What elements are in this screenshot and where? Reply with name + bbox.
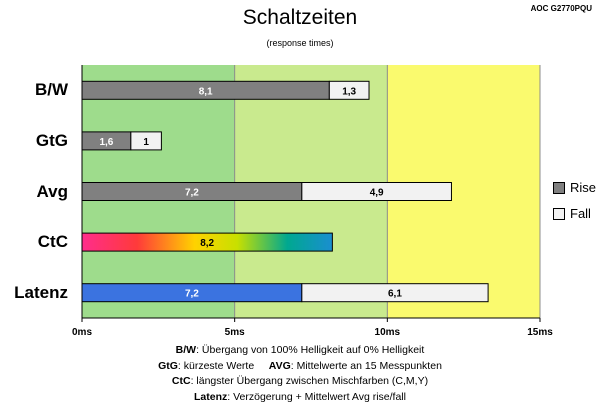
chart-title: Schaltzeiten (242, 6, 358, 29)
data-label-fall: 1,3 (342, 86, 356, 97)
footnote-bw: B/W: Übergang von 100% Helligkeit auf 0%… (175, 344, 425, 356)
data-label-fall: 1 (143, 137, 149, 148)
category-label: CtC (37, 232, 68, 252)
legend-swatch-fall (553, 207, 565, 220)
x-tick-label: 10ms (374, 327, 401, 338)
data-label-rise: 8,1 (199, 86, 213, 97)
x-tick-label: 5ms (224, 327, 245, 338)
category-label: Avg (36, 181, 69, 201)
legend-label-fall: Fall (570, 206, 591, 221)
footnote-latenz: Latenz: Verzögerung + Mittelwert Avg ris… (194, 390, 406, 403)
chart-subtitle: (response times) (266, 38, 334, 48)
legend-label-rise: Rise (570, 180, 597, 195)
x-tick-label: 0ms (71, 327, 92, 338)
bar-fall-gtg (130, 131, 162, 151)
data-label-fall: 6,1 (388, 289, 402, 300)
bar-fall-latenz (301, 283, 489, 303)
category-label: GtG (35, 130, 68, 150)
footnote-ctc: CtC: längster Übergang zwischen Mischfar… (171, 375, 429, 387)
bar-fall-avg (301, 182, 452, 201)
footnotes: B/W: Übergang von 100% Helligkeit auf 0%… (0, 343, 600, 405)
bar-fall-bw (328, 80, 370, 100)
x-tick-label: 15ms (527, 327, 553, 338)
data-label-rise: 7,2 (185, 188, 199, 199)
category-label: B/W (34, 80, 68, 100)
category-label: Latenz (14, 282, 68, 302)
data-label-rise: 8,2 (200, 238, 214, 249)
footnote-gtg-avg: GtG: kürzeste Werte AVG: Mittelwerte an … (158, 359, 442, 372)
legend-swatch-rise (553, 181, 565, 194)
legend-item-rise: Rise (553, 180, 596, 195)
bar-rise-ctc (81, 232, 333, 252)
data-label-fall: 4,9 (370, 188, 384, 199)
data-label-rise: 7,2 (185, 289, 199, 300)
legend-item-fall: Fall (553, 206, 591, 221)
model-label: AOC G2770PQU (530, 4, 592, 13)
data-label-rise: 1,6 (99, 137, 113, 148)
